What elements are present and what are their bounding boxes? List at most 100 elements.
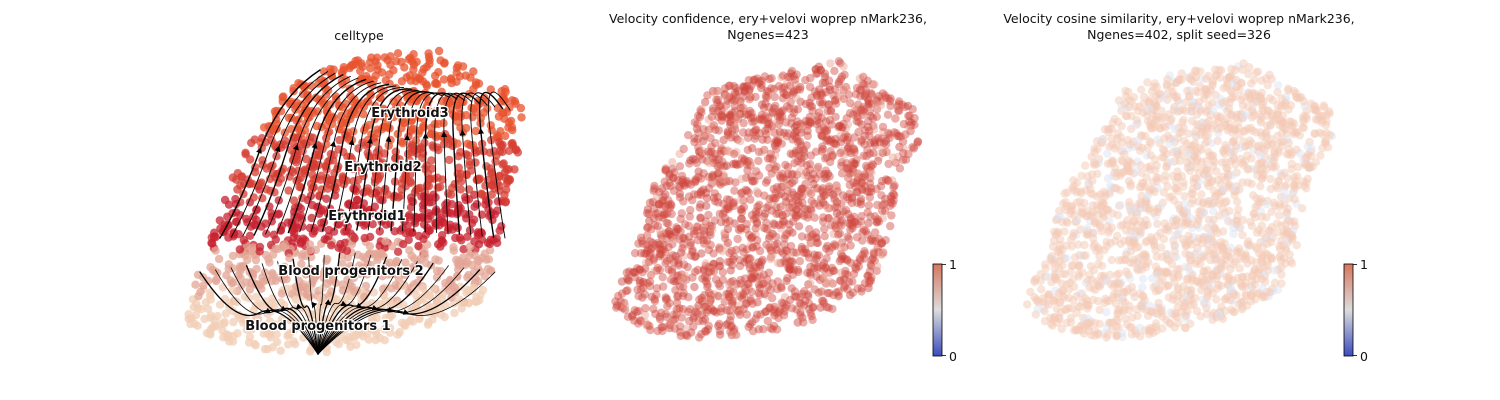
data-point [504, 146, 514, 155]
data-point [430, 71, 440, 81]
data-point [1116, 201, 1125, 210]
scatter-points [184, 46, 526, 357]
data-point [757, 100, 767, 109]
data-point [894, 97, 904, 106]
data-point [759, 325, 768, 334]
data-point [493, 238, 502, 248]
data-point [658, 322, 667, 332]
data-point [478, 253, 487, 263]
data-point [795, 85, 805, 94]
data-point [760, 289, 769, 299]
data-point [246, 222, 256, 231]
data-point [1068, 232, 1078, 241]
data-point [500, 85, 510, 94]
data-point [826, 59, 835, 68]
data-point [653, 263, 662, 273]
data-point [772, 162, 781, 171]
data-point [709, 249, 718, 258]
data-point [1303, 174, 1313, 183]
data-point [649, 204, 659, 213]
data-point [735, 310, 745, 319]
data-point [768, 155, 777, 164]
data-point [741, 110, 750, 120]
data-point [1238, 101, 1248, 110]
data-point [365, 242, 375, 251]
data-point [245, 285, 254, 294]
data-point [876, 249, 886, 259]
data-point [400, 217, 409, 226]
data-point [381, 237, 390, 246]
data-point [456, 112, 466, 122]
data-point [372, 53, 382, 62]
data-point [335, 135, 344, 145]
data-point [644, 257, 654, 267]
data-point [707, 147, 716, 157]
data-point [323, 279, 332, 288]
data-point [715, 257, 725, 266]
data-point [1214, 113, 1223, 123]
data-point [779, 83, 789, 92]
data-point [913, 137, 922, 147]
data-point [311, 245, 321, 255]
data-point [431, 219, 440, 228]
data-point [823, 107, 832, 116]
data-point [634, 239, 643, 248]
data-point [683, 179, 693, 188]
cluster-label-blood-progenitors-1: Blood progenitors 1 [245, 319, 390, 334]
data-point [1114, 269, 1124, 278]
data-point [1257, 275, 1267, 284]
data-point [344, 337, 354, 346]
data-point [675, 162, 685, 171]
data-point [826, 147, 835, 156]
data-point [462, 170, 471, 179]
data-point [1138, 283, 1147, 292]
data-point [1141, 238, 1151, 247]
data-point [439, 75, 449, 84]
data-point [342, 246, 352, 255]
data-point [229, 317, 238, 327]
data-point [457, 177, 466, 186]
data-point [768, 279, 777, 288]
data-point [747, 287, 756, 297]
data-point [651, 309, 660, 319]
data-point [334, 243, 343, 252]
data-point [868, 236, 877, 245]
data-point [716, 149, 725, 159]
data-point [688, 273, 697, 282]
data-point [437, 236, 446, 245]
data-point [1301, 153, 1310, 163]
data-point [1130, 292, 1139, 302]
data-point [725, 316, 735, 325]
data-point [860, 91, 869, 100]
data-point [271, 244, 280, 254]
data-point [685, 212, 694, 221]
data-point [796, 187, 806, 197]
data-point [1238, 230, 1247, 240]
data-point [797, 158, 806, 168]
data-point [377, 250, 387, 259]
data-point [650, 294, 659, 304]
data-point [471, 158, 480, 167]
data-point [1162, 250, 1171, 259]
data-point [841, 269, 850, 279]
data-point [709, 307, 719, 316]
data-point [257, 178, 266, 187]
data-point [302, 285, 311, 294]
data-point [698, 274, 707, 283]
data-point [661, 293, 670, 302]
data-point [350, 287, 359, 296]
data-point [723, 238, 733, 247]
data-point [461, 71, 470, 80]
data-point [357, 99, 366, 108]
data-point [501, 197, 510, 206]
data-point [662, 181, 671, 191]
data-point [414, 241, 423, 251]
data-point [878, 122, 888, 132]
data-point [1081, 294, 1090, 303]
data-point [1210, 224, 1219, 233]
data-point [1270, 266, 1279, 275]
data-point [1284, 216, 1293, 225]
data-point [704, 321, 713, 331]
data-point [1146, 307, 1156, 316]
data-point [899, 148, 908, 158]
